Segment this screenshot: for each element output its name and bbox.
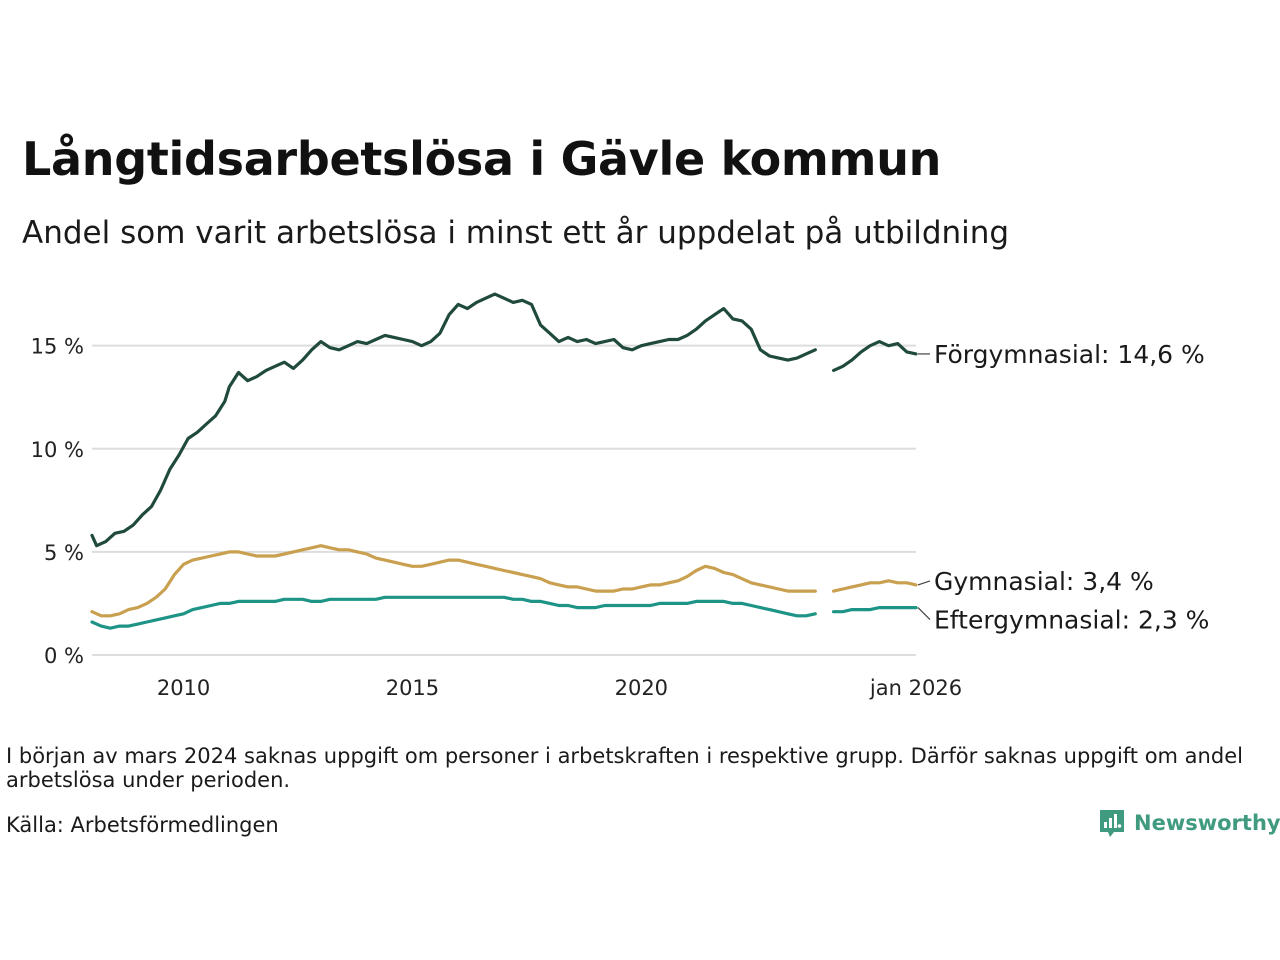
brand-name: Newsworthy [1134, 811, 1280, 835]
gridlines [92, 344, 916, 656]
series-line-eftergymnasial-part2 [832, 606, 918, 614]
x-tick-label: jan 2026 [869, 676, 962, 700]
footnote: I början av mars 2024 saknas uppgift om … [6, 744, 1243, 792]
source-credit: Källa: Arbetsförmedlingen [6, 813, 279, 837]
y-axis-ticks: 0 % 5 % 10 % 15 % [31, 335, 84, 668]
series-line-förgymnasial [90, 292, 817, 548]
label-leader [917, 607, 931, 620]
label-leader [917, 580, 931, 586]
y-tick-label: 0 % [44, 644, 84, 668]
series-label-gymnasial: Gymnasial: 3,4 % [934, 567, 1154, 596]
brand-logo[interactable]: Newsworthy [1098, 808, 1280, 838]
x-axis-ticks: 2010 2015 2020 jan 2026 [157, 676, 962, 700]
series-labels: Förgymnasial: 14,6 % Gymnasial: 3,4 % Efte… [917, 340, 1209, 635]
series-line-gymnasial [90, 544, 817, 618]
series-label-eftergymnasial: Eftergymnasial: 2,3 % [934, 606, 1209, 635]
y-tick-label: 10 % [31, 438, 84, 462]
series-line-förgymnasial-part2 [832, 340, 918, 372]
x-tick-label: 2010 [157, 676, 210, 700]
y-tick-label: 5 % [44, 541, 84, 565]
x-tick-label: 2020 [615, 676, 668, 700]
newsworthy-logo-icon [1100, 810, 1124, 837]
chart-subtitle: Andel som varit arbetslösa i minst ett å… [22, 215, 1010, 251]
series-line-gymnasial-part2 [832, 579, 918, 593]
x-tick-label: 2015 [386, 676, 439, 700]
line-chart: 0 % 5 % 10 % 15 % 2010 2015 2020 jan 2026 Förg… [31, 292, 1209, 700]
chart-title: Långtidsarbetslösa i Gävle kommun [22, 132, 942, 186]
series-label-förgymnasial: Förgymnasial: 14,6 % [934, 340, 1205, 369]
series-line-eftergymnasial [90, 595, 817, 630]
y-tick-label: 15 % [31, 335, 84, 359]
series-lines [90, 292, 918, 630]
